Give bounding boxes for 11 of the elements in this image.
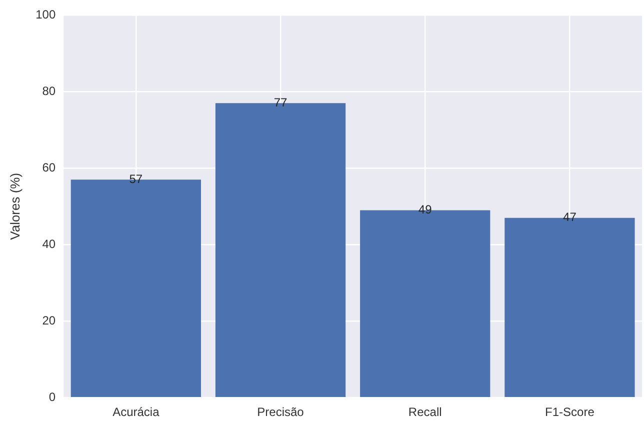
y-tick-label: 80 <box>42 84 56 98</box>
y-axis-title: Valores (%) <box>7 172 22 240</box>
y-tick-label: 60 <box>42 160 56 174</box>
y-tick-label: 0 <box>48 390 56 404</box>
y-tick-label: 100 <box>36 8 56 22</box>
y-tick-label: 40 <box>42 236 56 251</box>
x-tick-label: F1-Score <box>545 405 595 420</box>
y-tick-label: 20 <box>42 313 56 328</box>
x-tick-label: Precisão <box>257 405 304 420</box>
x-tick-label: Acurácia <box>112 405 160 420</box>
x-tick-label: Recall <box>408 405 442 420</box>
